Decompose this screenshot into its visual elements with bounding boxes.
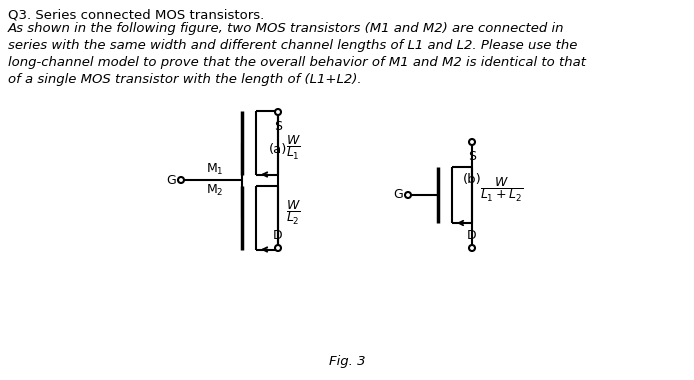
Text: (b): (b) (463, 173, 482, 186)
Circle shape (469, 245, 475, 251)
Text: D: D (273, 229, 283, 242)
Text: Q3. Series connected MOS transistors.: Q3. Series connected MOS transistors. (8, 8, 264, 21)
Text: As shown in the following figure, two MOS transistors (M1 and M2) are connected : As shown in the following figure, two MO… (8, 22, 586, 86)
Text: M$_2$: M$_2$ (206, 183, 223, 198)
Text: $\dfrac{W}{L_2}$: $\dfrac{W}{L_2}$ (286, 198, 301, 226)
Text: Fig. 3: Fig. 3 (329, 355, 365, 368)
Circle shape (178, 177, 184, 183)
Text: S: S (468, 150, 476, 163)
Text: D: D (467, 229, 477, 242)
Text: G: G (393, 188, 403, 201)
Text: (a): (a) (269, 143, 287, 156)
Circle shape (275, 245, 281, 251)
Circle shape (469, 139, 475, 145)
Circle shape (275, 109, 281, 115)
Text: M$_1$: M$_1$ (206, 162, 223, 177)
Circle shape (405, 192, 411, 198)
Text: $\dfrac{W}{L_1+L_2}$: $\dfrac{W}{L_1+L_2}$ (480, 176, 523, 204)
Text: G: G (167, 174, 176, 187)
Text: $\dfrac{W}{L_1}$: $\dfrac{W}{L_1}$ (286, 133, 301, 162)
Text: S: S (274, 120, 282, 133)
